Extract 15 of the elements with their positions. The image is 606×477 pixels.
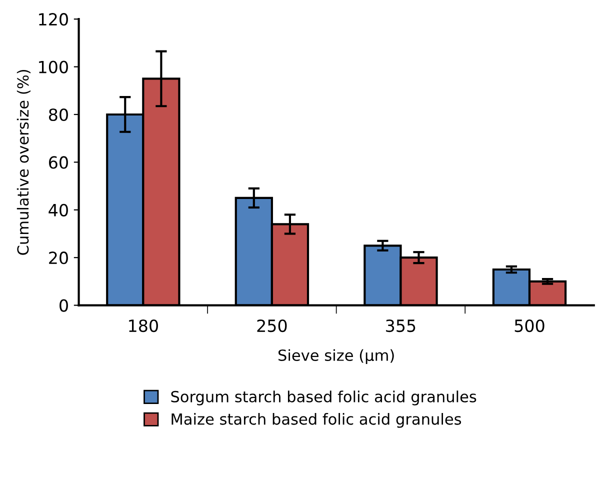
legend-label: Maize starch based folic acid granules (172, 413, 462, 428)
y-tick-label: 120 (39, 13, 68, 26)
y-tick-label: 0 (60, 299, 68, 312)
x-tick-label: 355 (386, 319, 416, 332)
y-tick-label: 100 (39, 60, 68, 74)
y-tick-label: 20 (49, 252, 68, 264)
y-tick-label: 80 (48, 108, 68, 122)
x-axis-title: Sieve size (µm) (278, 349, 394, 364)
x-tick-label: 250 (257, 319, 287, 332)
x-tick-label: 180 (129, 319, 158, 332)
y-tick-label: 40 (48, 204, 68, 216)
legend-label: Sorgum starch based folic acid granules (171, 390, 476, 406)
y-tick-label: 60 (49, 156, 68, 169)
y-axis-title: Cumulative oversize (%) (16, 70, 31, 255)
x-tick-label: 500 (514, 319, 544, 332)
